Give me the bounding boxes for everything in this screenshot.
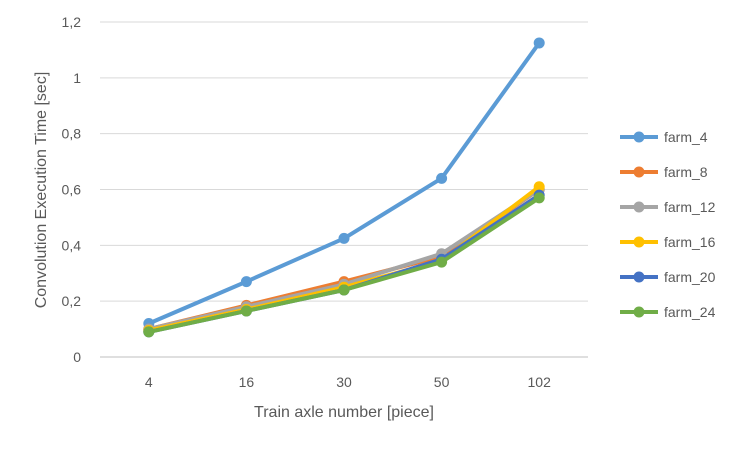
legend-marker xyxy=(633,201,645,213)
series-farm_4 xyxy=(143,37,545,329)
legend-label: farm_12 xyxy=(664,199,716,215)
y-tick-label: 1 xyxy=(73,70,81,86)
series-line xyxy=(146,195,542,334)
legend-marker xyxy=(633,306,645,318)
x-tick-label: 4 xyxy=(145,374,153,390)
data-point xyxy=(240,305,252,317)
legend-item: farm_20 xyxy=(620,269,716,285)
series-farm_12 xyxy=(143,184,545,335)
legend-marker xyxy=(633,166,645,178)
legend-label: farm_24 xyxy=(664,304,716,320)
legend-marker xyxy=(633,131,645,143)
data-point xyxy=(436,172,448,184)
y-tick-label: 1,2 xyxy=(62,14,82,30)
legend-item: farm_16 xyxy=(620,234,716,250)
data-point xyxy=(240,276,252,288)
data-point xyxy=(436,256,448,268)
data-point xyxy=(143,326,155,338)
series-farm_24 xyxy=(143,192,545,338)
legend-label: farm_20 xyxy=(664,269,716,285)
y-axis-title: Convolution Execution Time [sec] xyxy=(33,72,50,309)
data-point xyxy=(533,181,545,193)
legend: farm_4 farm_8 farm_12 farm_16 farm_20 farm_24 xyxy=(620,129,716,320)
legend-item: farm_4 xyxy=(620,129,708,145)
legend-item: farm_12 xyxy=(620,199,716,215)
series-line xyxy=(146,187,542,332)
series-line xyxy=(146,193,542,334)
gridlines xyxy=(100,21,588,358)
x-axis-title: Train axle number [piece] xyxy=(254,404,434,421)
data-point xyxy=(338,232,350,244)
x-tick-label: 30 xyxy=(336,374,352,390)
legend-label: farm_16 xyxy=(664,234,716,250)
y-tick-label: 0,2 xyxy=(62,293,82,309)
series-line xyxy=(146,187,542,332)
data-point xyxy=(338,284,350,296)
y-tick-label: 0,6 xyxy=(62,182,82,198)
series-lines xyxy=(143,37,545,338)
legend-label: farm_4 xyxy=(664,129,708,145)
x-tick-label: 102 xyxy=(528,374,552,390)
axes: 0 0,2 0,4 0,6 0,8 1 1,2 4 16 30 50 102 xyxy=(62,14,552,390)
data-point xyxy=(533,37,545,49)
series-line xyxy=(146,184,542,333)
x-tick-label: 50 xyxy=(434,374,450,390)
series-farm_8 xyxy=(143,184,545,335)
y-tick-label: 0,4 xyxy=(62,237,82,253)
y-tick-label: 0 xyxy=(73,349,81,365)
y-tick-label: 0,8 xyxy=(62,126,82,142)
x-tick-label: 16 xyxy=(239,374,255,390)
legend-item: farm_8 xyxy=(620,164,708,180)
series-farm_16 xyxy=(143,181,545,336)
legend-item: farm_24 xyxy=(620,304,716,320)
legend-marker xyxy=(633,271,645,283)
legend-label: farm_8 xyxy=(664,164,708,180)
data-point xyxy=(533,192,545,204)
legend-marker xyxy=(633,236,645,248)
